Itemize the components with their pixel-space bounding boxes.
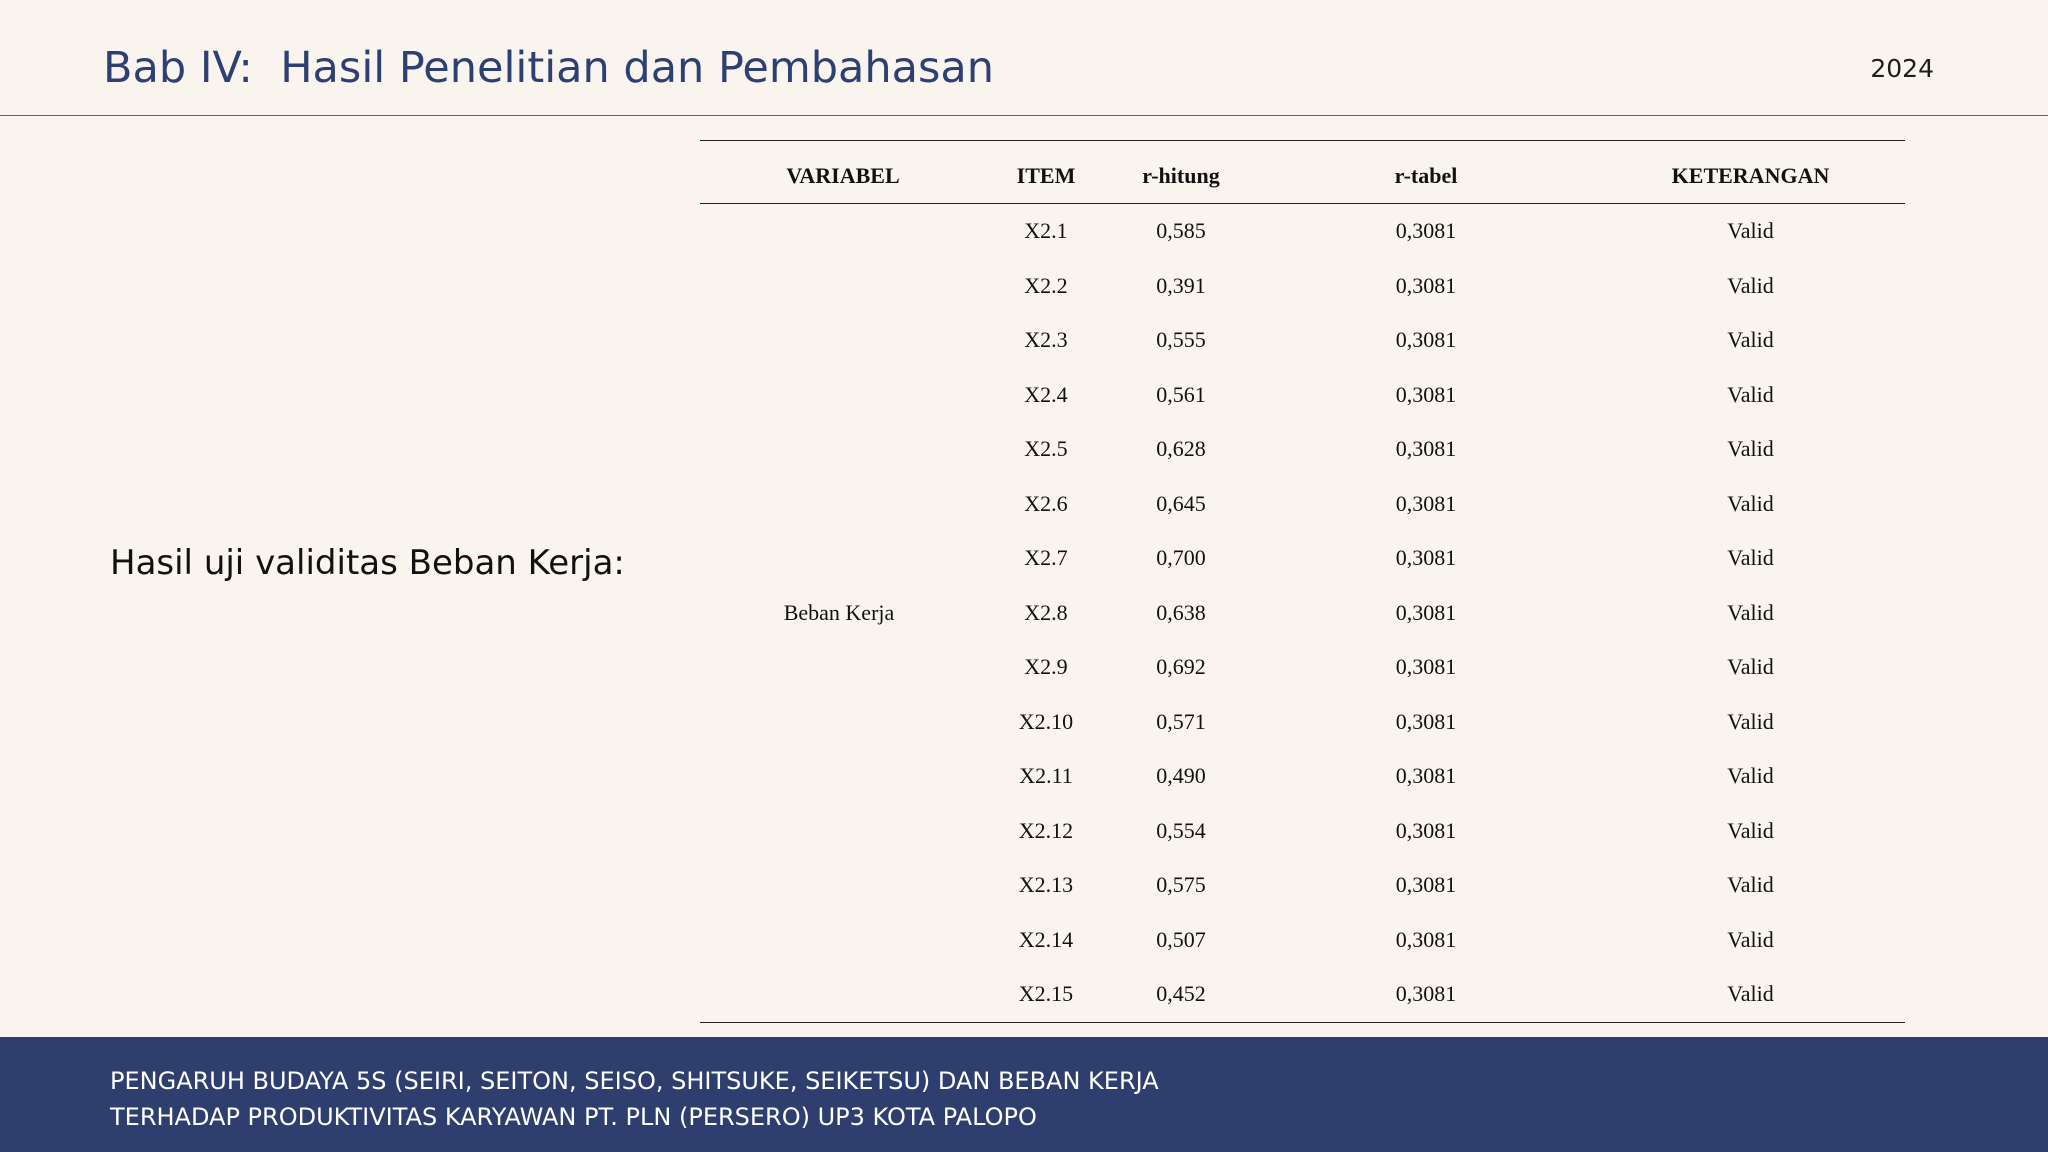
r-hitung-cell: 0,490 <box>1156 763 1206 789</box>
item-cell: X2.14 <box>1018 926 1074 952</box>
r-tabel-cell: 0,3081 <box>1395 708 1457 734</box>
column-header-r-hitung: r-hitung <box>1106 140 1256 204</box>
r-tabel-cell: 0,3081 <box>1395 817 1457 843</box>
table-row: X2.11 0,490 0,3081 Valid <box>700 749 1905 804</box>
column-header-r-tabel: r-tabel <box>1256 140 1596 204</box>
section-caption: Hasil uji validitas Beban Kerja: <box>110 543 625 583</box>
r-hitung-cell: 0,638 <box>1156 599 1206 625</box>
r-tabel-cell: 0,3081 <box>1395 272 1457 298</box>
validity-table: VARIABEL ITEM r-hitung r-tabel KETERANGA… <box>700 140 1905 1023</box>
r-tabel-cell: 0,3081 <box>1395 599 1457 625</box>
item-cell: X2.2 <box>1024 272 1068 298</box>
r-tabel-cell: 0,3081 <box>1395 381 1457 407</box>
keterangan-cell: Valid <box>1727 436 1774 462</box>
r-hitung-cell: 0,571 <box>1156 708 1206 734</box>
keterangan-cell: Valid <box>1727 872 1774 898</box>
table-row: X2.2 0,391 0,3081 Valid <box>700 259 1905 314</box>
slide-year: 2024 <box>1870 54 1934 83</box>
r-tabel-cell: 0,3081 <box>1395 218 1457 244</box>
keterangan-cell: Valid <box>1727 272 1774 298</box>
keterangan-cell: Valid <box>1727 381 1774 407</box>
r-hitung-cell: 0,692 <box>1156 654 1206 680</box>
table-row: X2.4 0,561 0,3081 Valid <box>700 368 1905 423</box>
r-hitung-cell: 0,575 <box>1156 872 1206 898</box>
table-row: X2.5 0,628 0,3081 Valid <box>700 422 1905 477</box>
item-cell: X2.3 <box>1024 327 1068 353</box>
item-cell: X2.9 <box>1024 654 1068 680</box>
r-tabel-cell: 0,3081 <box>1395 327 1457 353</box>
table-row: X2.6 0,645 0,3081 Valid <box>700 477 1905 532</box>
r-hitung-cell: 0,391 <box>1156 272 1206 298</box>
variable-name-cell: Beban Kerja <box>783 599 895 625</box>
keterangan-cell: Valid <box>1727 545 1774 571</box>
keterangan-cell: Valid <box>1727 218 1774 244</box>
footer-title-line-1: PENGARUH BUDAYA 5S (SEIRI, SEITON, SEISO… <box>110 1067 1159 1095</box>
r-hitung-cell: 0,628 <box>1156 436 1206 462</box>
table-body: Beban Kerja X2.1 0,585 0,3081 Valid X2.2 0,391… <box>700 204 1905 1023</box>
item-cell: X2.10 <box>1018 708 1074 734</box>
table-row: X2.14 0,507 0,3081 Valid <box>700 913 1905 968</box>
r-tabel-cell: 0,3081 <box>1395 981 1457 1007</box>
item-cell: X2.4 <box>1024 381 1068 407</box>
column-header-variabel: VARIABEL <box>700 140 986 204</box>
r-hitung-cell: 0,645 <box>1156 490 1206 516</box>
table-row: X2.7 0,700 0,3081 Valid <box>700 531 1905 586</box>
r-hitung-cell: 0,561 <box>1156 381 1206 407</box>
keterangan-cell: Valid <box>1727 817 1774 843</box>
item-cell: X2.15 <box>1018 981 1074 1007</box>
r-tabel-cell: 0,3081 <box>1395 545 1457 571</box>
r-tabel-cell: 0,3081 <box>1395 872 1457 898</box>
table-row: X2.9 0,692 0,3081 Valid <box>700 640 1905 695</box>
r-tabel-cell: 0,3081 <box>1395 654 1457 680</box>
r-tabel-cell: 0,3081 <box>1395 926 1457 952</box>
footer-title-line-2: TERHADAP PRODUKTIVITAS KARYAWAN PT. PLN … <box>110 1103 1037 1131</box>
keterangan-cell: Valid <box>1727 763 1774 789</box>
footer-band: PENGARUH BUDAYA 5S (SEIRI, SEITON, SEISO… <box>0 1037 2048 1152</box>
table-row: X2.3 0,555 0,3081 Valid <box>700 313 1905 368</box>
table-row: Beban Kerja X2.1 0,585 0,3081 Valid <box>700 204 1905 625</box>
table-row: X2.8 0,638 0,3081 Valid <box>700 586 1905 641</box>
keterangan-cell: Valid <box>1727 490 1774 516</box>
header-divider <box>0 115 2048 116</box>
item-cell: X2.13 <box>1018 872 1074 898</box>
slide-title: Bab IV: Hasil Penelitian dan Pembahasan <box>103 43 994 93</box>
keterangan-cell: Valid <box>1727 708 1774 734</box>
table-row: X2.15 0,452 0,3081 Valid <box>700 967 1905 1022</box>
table-header-row: VARIABEL ITEM r-hitung r-tabel KETERANGA… <box>700 140 1905 204</box>
table-row: X2.12 0,554 0,3081 Valid <box>700 804 1905 859</box>
keterangan-cell: Valid <box>1727 654 1774 680</box>
r-hitung-cell: 0,700 <box>1156 545 1206 571</box>
keterangan-cell: Valid <box>1727 599 1774 625</box>
r-tabel-cell: 0,3081 <box>1395 436 1457 462</box>
item-cell: X2.6 <box>1024 490 1068 516</box>
table-row: X2.13 0,575 0,3081 Valid <box>700 858 1905 913</box>
item-cell: X2.7 <box>1024 545 1068 571</box>
column-header-item: ITEM <box>986 140 1106 204</box>
footer-title: PENGARUH BUDAYA 5S (SEIRI, SEITON, SEISO… <box>110 1063 1159 1135</box>
r-hitung-cell: 0,585 <box>1156 218 1206 244</box>
keterangan-cell: Valid <box>1727 327 1774 353</box>
r-hitung-cell: 0,507 <box>1156 926 1206 952</box>
item-cell: X2.12 <box>1018 817 1074 843</box>
item-cell: X2.8 <box>1024 599 1068 625</box>
r-hitung-cell: 0,554 <box>1156 817 1206 843</box>
item-cell: X2.5 <box>1024 436 1068 462</box>
table-row: X2.10 0,571 0,3081 Valid <box>700 695 1905 750</box>
keterangan-cell: Valid <box>1727 981 1774 1007</box>
r-tabel-cell: 0,3081 <box>1395 490 1457 516</box>
column-header-keterangan: KETERANGAN <box>1596 140 1905 204</box>
item-cell: X2.11 <box>1019 763 1073 789</box>
keterangan-cell: Valid <box>1727 926 1774 952</box>
item-cell: X2.1 <box>1024 218 1068 244</box>
r-tabel-cell: 0,3081 <box>1395 763 1457 789</box>
r-hitung-cell: 0,452 <box>1156 981 1206 1007</box>
r-hitung-cell: 0,555 <box>1156 327 1206 353</box>
